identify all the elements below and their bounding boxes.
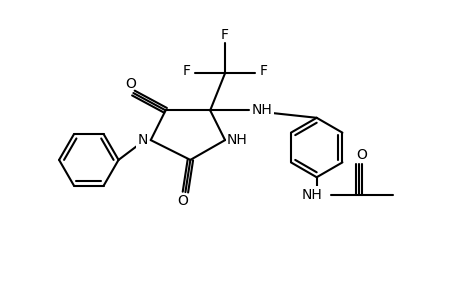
Text: NH: NH	[227, 133, 247, 147]
Text: NH: NH	[301, 188, 321, 202]
Text: NH: NH	[251, 103, 272, 117]
Text: F: F	[183, 64, 190, 78]
Text: O: O	[355, 148, 366, 162]
Text: O: O	[177, 194, 188, 208]
Text: F: F	[221, 28, 229, 42]
Text: N: N	[137, 133, 147, 147]
Text: F: F	[258, 64, 267, 78]
Text: O: O	[125, 77, 136, 91]
